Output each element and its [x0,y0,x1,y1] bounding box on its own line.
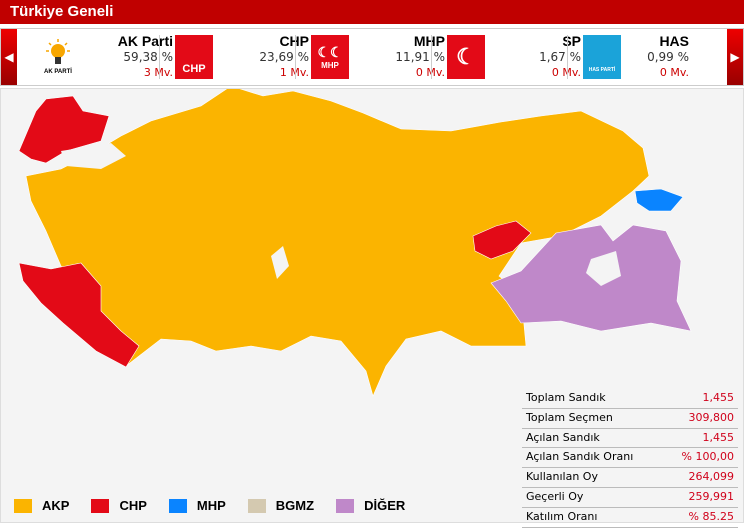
stat-label: Açılan Sandık [526,430,600,444]
stat-value: 259,991 [688,489,735,503]
bulb-icon: AK PARTİ [39,35,77,79]
legend-item: CHP [91,498,147,513]
divider [295,35,296,79]
party-sp[interactable]: ☾ SP 1,67 % 0 Mv. [447,33,581,83]
legend-swatch [91,498,110,513]
party-name: MHP [413,33,445,49]
party-mhp[interactable]: ☾☾ MHP MHP 11,91 % 0 Mv. [311,33,445,83]
logo-text: MHP [321,61,339,70]
legend-label: CHP [119,498,147,513]
legend-item: BGMZ [247,498,315,513]
divider [431,35,432,79]
turkey-map[interactable] [1,85,744,524]
map-panel: Toplam Sandık 1,455 Toplam Seçmen 309,800 Aç… [0,85,744,528]
party-chp[interactable]: CHP CHP 23,69 % 1 Mv. [175,33,309,83]
party-percent: 23,69 % [259,50,309,64]
party-akp[interactable]: AK PARTİ AK Parti 59,38 % 3 Mv. [39,33,173,83]
stat-value: % 85.25 [688,509,734,523]
stat-label: Geçerli Oy [526,489,584,503]
prev-arrow-button[interactable]: ◀ [1,29,17,85]
three-crescents-icon: ☾☾ MHP [311,35,349,79]
party-results-bar: ◀ ▶ AK PARTİ AK Parti 59,38 % 3 Mv. CHP … [0,28,744,86]
region-chp-thrace[interactable] [18,95,110,164]
party-seats: 0 Mv. [551,66,581,79]
crescent-stars-icon: ☾ [447,35,485,79]
stats-row: Açılan Sandık 1,455 [522,429,738,449]
legend-label: MHP [196,498,226,513]
logo-text: AK PARTİ [44,69,72,75]
region-diger-southeast[interactable] [490,224,692,332]
party-percent: 11,91 % [395,50,445,64]
party-name: SP [562,33,581,49]
party-name: CHP [279,33,309,49]
region-chp-tunceli[interactable] [472,220,532,260]
party-name: HAS [659,33,689,49]
page-title: Türkiye Geneli [0,0,744,24]
next-arrow-button[interactable]: ▶ [727,29,743,85]
legend-item: DİĞER [336,498,405,513]
party-percent: 0,99 % [647,50,689,64]
legend-swatch [336,498,355,513]
stats-table: Toplam Sandık 1,455 Toplam Seçmen 309,800 Aç… [522,389,738,528]
legend-swatch [14,498,32,513]
stat-label: Toplam Sandık [526,391,606,404]
party-percent: 1,67 % [539,50,581,64]
divider [567,35,568,79]
stats-row: Açılan Sandık Oranı % 100,00 [522,448,738,469]
stat-value: 1,455 [702,430,735,444]
stats-row: Toplam Sandık 1,455 [522,389,738,409]
stats-row: Kullanılan Oy 264,099 [522,468,738,488]
party-name: AK Parti [117,33,173,49]
party-seats: 0 Mv. [415,66,445,79]
stat-value: % 100,00 [681,450,734,464]
stats-row: Katılım Oranı % 85.25 [522,508,738,528]
party-has[interactable]: HAS PARTİ HAS 0,99 % 0 Mv. [583,33,689,83]
stat-value: 1,455 [702,391,735,404]
party-seats: 1 Mv. [279,66,309,79]
legend-label: DİĞER [364,498,406,513]
stat-label: Toplam Seçmen [526,410,613,424]
party-percent: 59,38 % [123,50,173,64]
legend-item: AKP [14,498,69,513]
stats-row: Geçerli Oy 259,991 [522,488,738,508]
stat-label: Kullanılan Oy [526,470,598,484]
stats-row: Toplam Seçmen 309,800 [522,409,738,429]
stat-value: 264,099 [688,470,735,484]
map-legend: AKP CHP MHP BGMZ DİĞER [14,498,427,513]
stat-label: Açılan Sandık Oranı [526,450,634,464]
six-arrows-icon: CHP [175,35,213,79]
stat-value: 309,800 [688,410,735,424]
region-mhp-ardahan[interactable] [634,188,684,212]
legend-item: MHP [168,498,226,513]
party-seats: 0 Mv. [659,66,689,79]
lake-tuz [271,246,289,279]
marmara-sea [61,143,126,169]
legend-swatch [247,498,266,513]
legend-swatch [168,498,187,513]
party-seats: 3 Mv. [143,66,173,79]
divider [159,35,160,79]
sunrise-icon: HAS PARTİ [583,35,621,79]
logo-text: CHP [182,63,206,75]
logo-text: HAS PARTİ [588,67,616,73]
region-chp-aegean[interactable] [18,262,140,368]
legend-label: BGMZ [275,498,315,513]
region-akp[interactable] [25,85,650,397]
lake-van [586,251,621,286]
stat-label: Katılım Oranı [526,509,598,523]
legend-label: AKP [42,498,70,513]
